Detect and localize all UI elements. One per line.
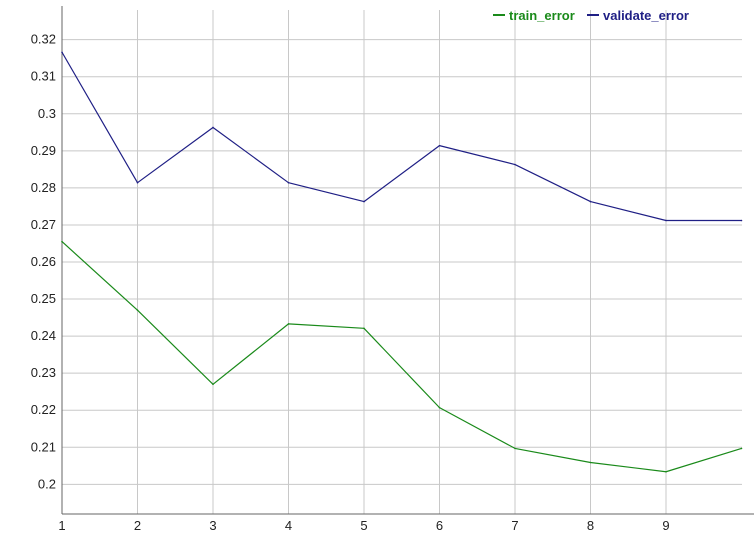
y-tick-label: 0.27 <box>31 217 56 232</box>
x-tick-label: 9 <box>662 518 669 533</box>
data-point-validate_error <box>287 181 290 184</box>
legend-label-train_error: train_error <box>509 8 575 23</box>
data-point-train_error <box>287 323 290 325</box>
x-tick-label: 3 <box>209 518 216 533</box>
x-tick-label: 8 <box>587 518 594 533</box>
y-tick-label: 0.2 <box>38 476 56 491</box>
data-point-train_error <box>363 327 365 330</box>
data-point-validate_error <box>740 219 743 222</box>
y-tick-label: 0.21 <box>31 439 56 454</box>
legend-label-validate_error: validate_error <box>603 8 689 23</box>
data-point-validate_error <box>665 219 667 222</box>
data-point-train_error <box>589 461 592 464</box>
data-point-train_error <box>438 406 441 409</box>
series <box>61 51 743 473</box>
data-point-train_error <box>740 447 743 450</box>
data-point-validate_error <box>438 144 441 147</box>
data-point-validate_error <box>589 200 592 203</box>
data-point-train_error <box>665 470 667 473</box>
y-tick-label: 0.31 <box>31 69 56 84</box>
data-point-train_error <box>514 447 516 450</box>
data-point-validate_error <box>514 163 516 166</box>
y-tick-label: 0.24 <box>31 328 56 343</box>
y-tick-label: 0.29 <box>31 143 56 158</box>
y-tick-label: 0.3 <box>38 106 56 121</box>
x-tick-label: 1 <box>58 518 65 533</box>
y-tick-label: 0.25 <box>31 291 56 306</box>
data-point-validate_error <box>136 181 139 184</box>
data-point-validate_error <box>363 200 365 203</box>
x-tick-label: 2 <box>134 518 141 533</box>
x-tick-label: 7 <box>511 518 518 533</box>
x-tick-label: 5 <box>360 518 367 533</box>
data-point-train_error <box>212 383 214 386</box>
x-tick-label: 6 <box>436 518 443 533</box>
legend: train_error validate_error <box>493 8 689 23</box>
series-line-validate_error <box>61 51 742 222</box>
data-point-train_error <box>61 240 63 243</box>
data-point-validate_error <box>212 126 214 129</box>
y-tick-label: 0.32 <box>31 32 56 47</box>
data-point-validate_error <box>61 51 63 54</box>
tick-labels: 0.2 0.21 0.22 0.23 0.24 0.25 0.26 0.27 0.28 0.29 0… <box>31 32 670 533</box>
x-tick-label: 4 <box>285 518 292 533</box>
y-tick-label: 0.23 <box>31 365 56 380</box>
y-tick-label: 0.28 <box>31 180 56 195</box>
grid <box>62 10 742 514</box>
y-tick-label: 0.22 <box>31 402 56 417</box>
series-line-train_error <box>61 241 742 473</box>
data-point-train_error <box>136 309 139 311</box>
y-tick-label: 0.26 <box>31 254 56 269</box>
axes <box>61 6 754 515</box>
